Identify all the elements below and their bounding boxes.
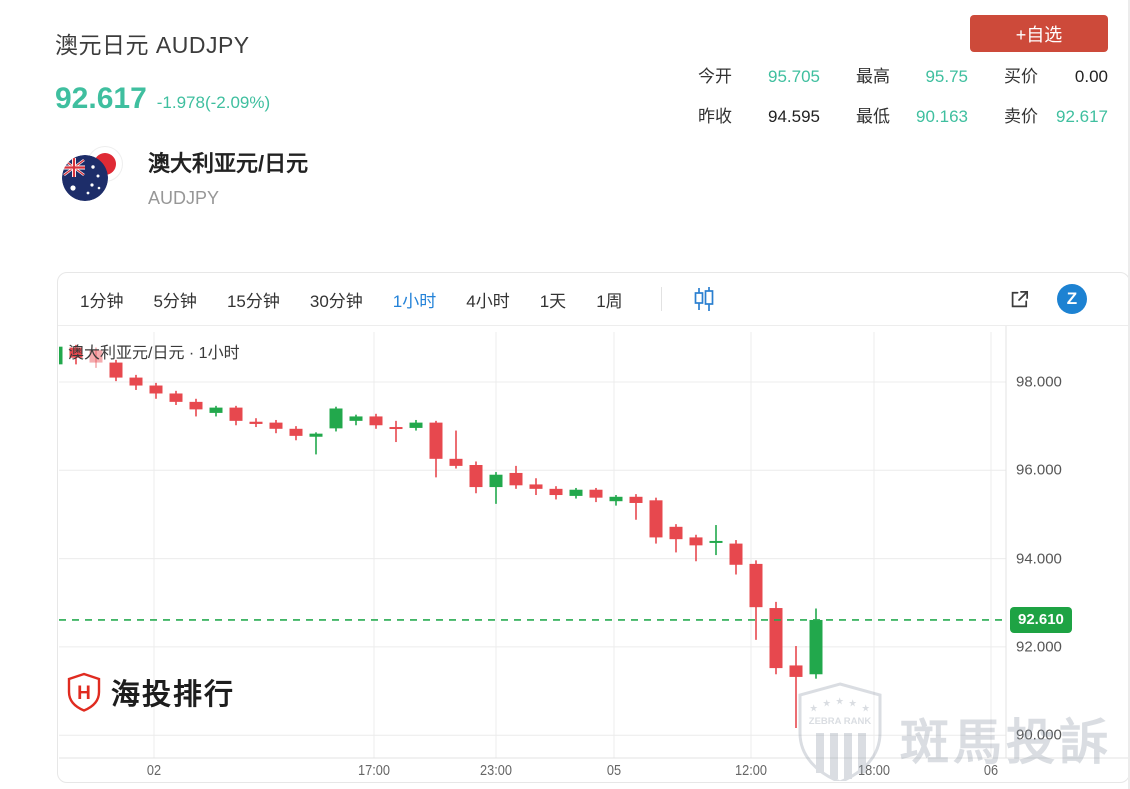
quote-stat: 昨收 94.595: [698, 102, 820, 127]
current-price-badge: 92.610: [1010, 606, 1072, 633]
candlestick-chart[interactable]: 澳大利亚元/日元 · 1小时 92.610 H 海投排行 ZEBRA RAN: [59, 326, 1128, 781]
interval-tab-1周[interactable]: 1周: [596, 291, 623, 311]
stat-label: 买价: [1004, 67, 1038, 86]
z-brand-logo[interactable]: Z: [1057, 284, 1087, 314]
y-axis-tick: 90.000: [1016, 726, 1062, 744]
stat-label: 卖价: [1004, 107, 1038, 126]
quote-stat: 买价 0.00: [1004, 62, 1108, 87]
x-axis-tick: 02: [146, 763, 162, 779]
instrument-code: AUDJPY: [148, 188, 220, 208]
price-block: 92.617 -1.978(-2.09%): [55, 82, 270, 116]
quote-stat: 卖价 92.617: [1004, 102, 1108, 127]
interval-tab-15分钟[interactable]: 15分钟: [226, 291, 280, 311]
currency-pair-flags: [62, 146, 134, 202]
y-axis-tick: 92.000: [1016, 638, 1062, 656]
quote-stat: 今开 95.705: [698, 62, 820, 87]
y-axis-tick: 96.000: [1016, 461, 1062, 479]
x-axis-tick: 23:00: [480, 763, 512, 779]
quote-stat: 最低 90.163: [856, 102, 968, 127]
interval-tab-4小时[interactable]: 4小时: [466, 291, 510, 311]
chart-toolbar: 1分钟 5分钟 15分钟 30分钟 1小时 4小时 1天 1周 Z: [58, 273, 1129, 326]
x-axis-tick: 18:00: [858, 763, 890, 779]
interval-tab-1天[interactable]: 1天: [539, 291, 567, 311]
page-title: 澳元日元 AUDJPY: [55, 32, 250, 58]
quote-stats: 今开 95.705 最高 95.75 买价 0.00 昨收 94.595 最低 90.163 卖价 9…: [698, 62, 1108, 127]
stat-label: 最低: [856, 107, 890, 126]
stat-value: 94.595: [768, 107, 820, 126]
instrument-name: 澳大利亚元/日元: [148, 151, 309, 176]
australia-flag-icon: [62, 155, 108, 201]
x-axis-tick: 05: [606, 763, 622, 779]
stat-label: 昨收: [698, 107, 732, 126]
stat-value: 0.00: [1074, 67, 1108, 86]
current-price: 92.617: [55, 82, 147, 115]
stat-value: 95.705: [768, 67, 820, 86]
x-axis-tick: 06: [983, 763, 999, 779]
stat-value: 90.163: [916, 107, 968, 126]
chart-symbol-label: 澳大利亚元/日元 · 1小时: [68, 345, 240, 362]
quote-stat: 最高 95.75: [856, 62, 968, 87]
x-axis-tick: 17:00: [358, 763, 390, 779]
interval-tabs: 1分钟 5分钟 15分钟 30分钟 1小时 4小时 1天 1周: [80, 287, 653, 312]
interval-tab-1小时[interactable]: 1小时: [392, 291, 437, 311]
svg-text:H: H: [77, 683, 91, 704]
x-axis-tick: 12:00: [735, 763, 767, 779]
candlestick-icon[interactable]: [690, 285, 718, 313]
stat-label: 最高: [856, 67, 890, 86]
interval-tab-30分钟[interactable]: 30分钟: [309, 291, 363, 311]
interval-tab-1分钟[interactable]: 1分钟: [80, 291, 124, 311]
price-change: -1.978(-2.09%): [156, 93, 271, 112]
stat-label: 今开: [698, 67, 732, 86]
y-axis-tick: 98.000: [1016, 373, 1062, 391]
scrollbar-edge[interactable]: [1128, 0, 1130, 789]
external-link-icon[interactable]: [1008, 288, 1031, 311]
stat-value: 92.617: [1056, 107, 1108, 126]
haitou-brand-watermark: H 海投排行: [66, 671, 235, 713]
toolbar-divider: [660, 287, 662, 311]
shield-h-icon: H: [67, 672, 101, 712]
haitou-brand-text: 海投排行: [111, 679, 236, 711]
y-axis-tick: 94.000: [1016, 550, 1062, 568]
interval-tab-5分钟[interactable]: 5分钟: [153, 291, 197, 311]
stat-value: 95.75: [925, 67, 968, 86]
add-watchlist-button[interactable]: +自选: [970, 15, 1108, 52]
chart-card: 1分钟 5分钟 15分钟 30分钟 1小时 4小时 1天 1周 Z 澳大利亚元/日元 · 1小…: [57, 272, 1130, 783]
